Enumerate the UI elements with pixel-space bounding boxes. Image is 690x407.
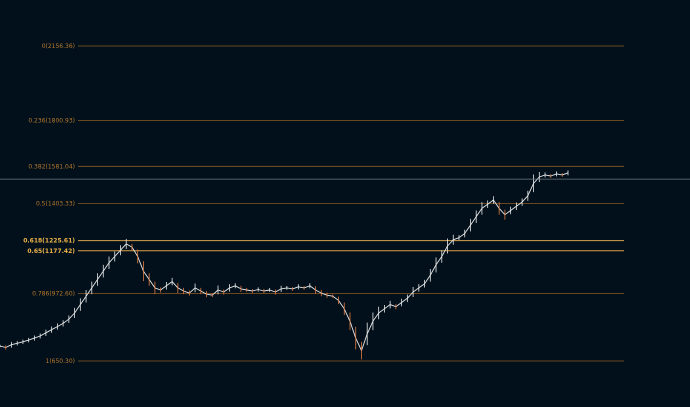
fib-level-label: 0.65(1177.42)	[27, 248, 75, 255]
fibonacci-retracement: 0(2156.36) 0.236(1800.93) 0.382(1581.04) 0.…	[23, 43, 624, 365]
fib-level-label: 0.236(1800.93)	[28, 117, 75, 124]
fib-level-label: 0(2156.36)	[42, 43, 75, 50]
fib-level-label: 0.5(1403.33)	[36, 201, 75, 208]
fib-level-label: 0.618(1225.61)	[23, 238, 75, 245]
price-series	[0, 170, 569, 360]
fib-level-label: 0.382(1581.04)	[28, 163, 75, 170]
fib-level-label: 0.786(972.60)	[32, 291, 75, 298]
fib-level-label: 1(650.30)	[46, 358, 76, 365]
price-line	[0, 172, 569, 352]
